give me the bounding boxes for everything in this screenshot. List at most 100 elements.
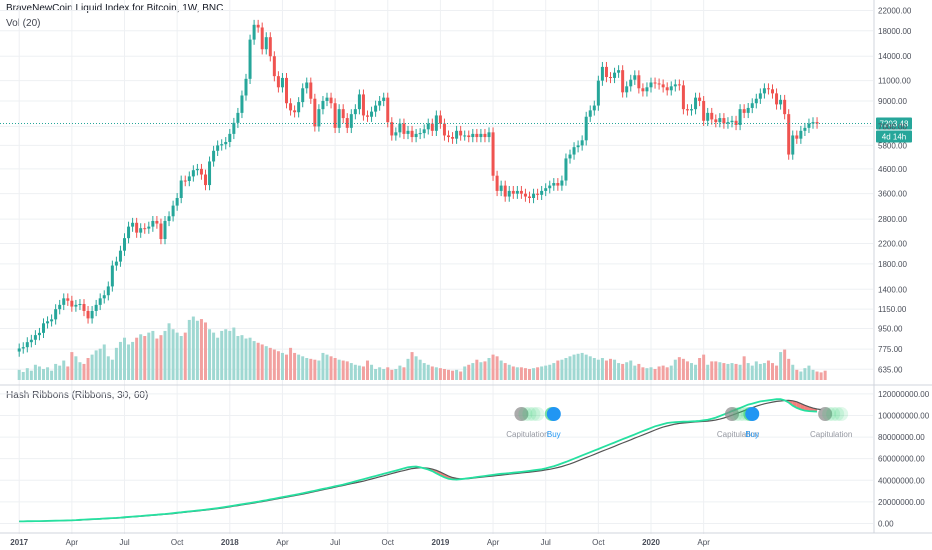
volume-bar (766, 360, 770, 380)
volume-bar (519, 367, 523, 380)
countdown-badge (876, 130, 912, 143)
price-y-tick-label: 9000.00 (878, 97, 907, 106)
candle-body (139, 228, 143, 233)
candle-body (564, 158, 568, 181)
signal-fade-marker (530, 407, 545, 421)
volume-bar (418, 359, 422, 380)
candle-body (212, 150, 216, 162)
volume-bar (762, 363, 766, 380)
volume-bar (604, 360, 608, 380)
x-tick-label: Jul (119, 538, 129, 547)
volume-bar (248, 337, 252, 380)
candle-body (479, 133, 483, 138)
volume-bar (645, 368, 649, 380)
ribbon-y-tick-label: 120000000.00 (878, 390, 930, 399)
volume-bar (673, 359, 677, 380)
volume-bar (823, 370, 827, 380)
candle-body (21, 347, 25, 349)
candle-body (260, 27, 264, 50)
x-tick-label: Jul (541, 538, 551, 547)
price-y-tick-label: 4600.00 (878, 165, 907, 174)
volume-bar (297, 354, 301, 380)
candle-body (86, 310, 90, 319)
price-y-tick-label: 11000.00 (878, 77, 911, 86)
volume-bar (758, 363, 762, 380)
volume-bar (637, 363, 641, 380)
volume-bar (540, 366, 544, 380)
candle-body (722, 118, 726, 124)
price-y-tick-label: 18000.00 (878, 27, 912, 36)
volume-bar (17, 369, 21, 380)
candle-body (714, 119, 718, 123)
volume-bar (58, 365, 62, 380)
candle-body (483, 133, 487, 138)
candle-body (690, 109, 693, 111)
candle-body (208, 161, 212, 186)
candle-body (394, 132, 398, 136)
candle-body (159, 223, 163, 240)
signal-fade-marker (526, 407, 541, 421)
volume-bar (560, 359, 564, 380)
candle-body (491, 132, 495, 176)
volume-bars (17, 316, 827, 380)
volume-bar (511, 366, 515, 380)
volume-bar (746, 363, 750, 380)
price-y-tick-label: 950.00 (878, 325, 903, 334)
volume-bar (260, 344, 264, 380)
volume-bar (633, 365, 637, 380)
volume-bar (317, 360, 321, 380)
volume-bar (556, 360, 560, 380)
volume-bar (232, 327, 236, 380)
candle-body (366, 115, 369, 117)
candle-body (272, 56, 276, 77)
candle-body (98, 298, 102, 305)
candle-body (471, 133, 475, 138)
volume-bar (179, 336, 183, 380)
candle-body (641, 88, 645, 92)
volume-bar (70, 352, 74, 380)
signal-fade-marker (729, 407, 743, 421)
volume-bar (280, 352, 284, 380)
volume-bar (730, 363, 734, 380)
volume-bar (410, 352, 414, 380)
candle-body (106, 286, 110, 296)
candle-body (78, 304, 82, 306)
candle-body (37, 332, 41, 336)
volume-bar (29, 370, 33, 380)
volume-bar (669, 365, 673, 380)
candle-body (118, 250, 122, 262)
candle-body (293, 110, 297, 113)
volume-bar (285, 354, 288, 380)
buy-marker (546, 407, 561, 421)
volume-bar (649, 367, 653, 380)
volume-bar (629, 360, 633, 380)
candle-body (783, 99, 787, 115)
candle-body (540, 190, 544, 195)
price-candles (17, 19, 819, 357)
candle-body (252, 24, 256, 40)
candle-body (730, 120, 734, 123)
volume-bar (110, 359, 114, 380)
volume-bar (613, 359, 617, 380)
candle-body (378, 100, 382, 106)
candle-body (236, 112, 240, 123)
candle-body (726, 122, 730, 124)
candle-body (532, 193, 536, 198)
volume-bar (301, 356, 305, 380)
candle-body (382, 97, 386, 101)
candle-body (515, 190, 519, 194)
volume-bar (98, 348, 102, 380)
candle-body (398, 123, 402, 133)
volume-bar (430, 366, 434, 380)
volume-bar (240, 335, 244, 380)
volume-bar (532, 368, 536, 380)
candle-body (357, 94, 361, 110)
volume-bar (337, 359, 341, 380)
x-tick-label: 2018 (221, 538, 239, 547)
volume-bar (167, 323, 171, 380)
candle-body (155, 220, 159, 224)
candle-body (438, 115, 442, 124)
candle-body (447, 135, 450, 138)
